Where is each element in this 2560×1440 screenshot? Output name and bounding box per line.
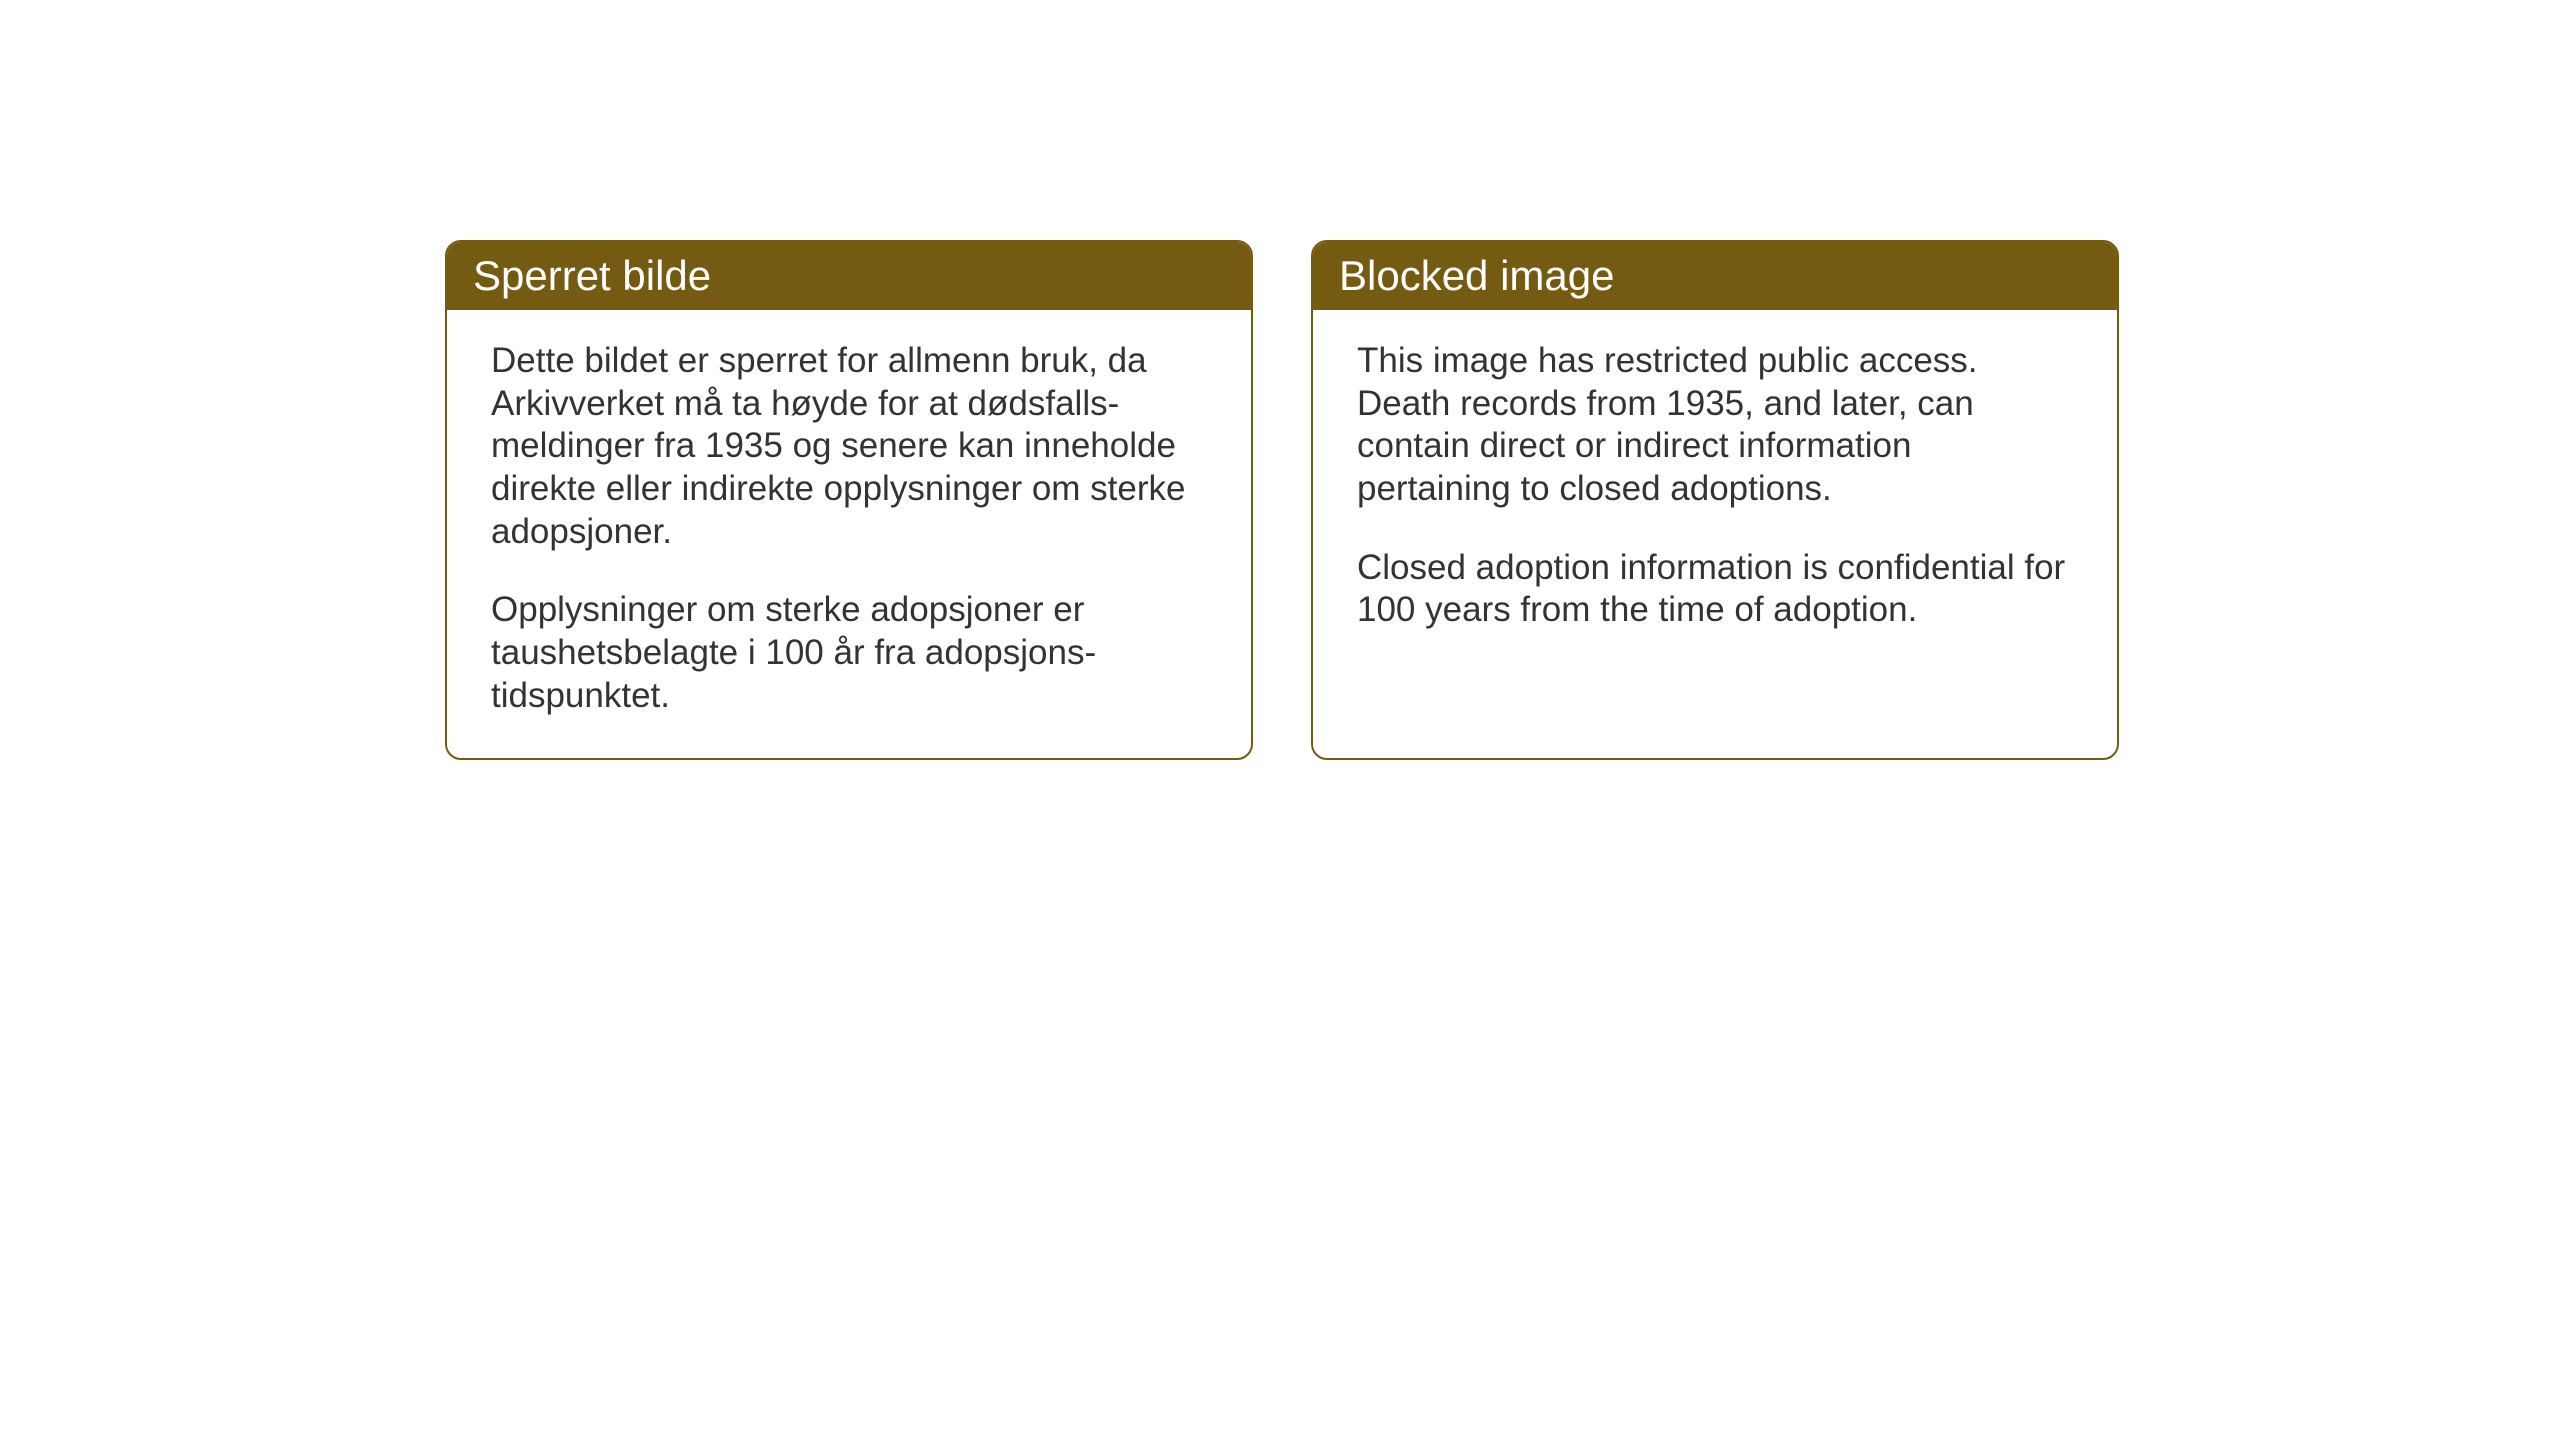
norwegian-card-body: Dette bildet er sperret for allmenn bruk… [447,310,1251,758]
norwegian-card-title: Sperret bilde [447,242,1251,310]
norwegian-notice-card: Sperret bilde Dette bildet er sperret fo… [445,240,1253,760]
english-card-body: This image has restricted public access.… [1313,310,2117,672]
norwegian-paragraph-2: Opplysninger om sterke adopsjoner er tau… [491,589,1207,717]
english-card-title: Blocked image [1313,242,2117,310]
notice-container: Sperret bilde Dette bildet er sperret fo… [445,240,2119,760]
english-notice-card: Blocked image This image has restricted … [1311,240,2119,760]
english-paragraph-2: Closed adoption information is confident… [1357,547,2073,632]
english-paragraph-1: This image has restricted public access.… [1357,340,2073,511]
norwegian-paragraph-1: Dette bildet er sperret for allmenn bruk… [491,340,1207,553]
